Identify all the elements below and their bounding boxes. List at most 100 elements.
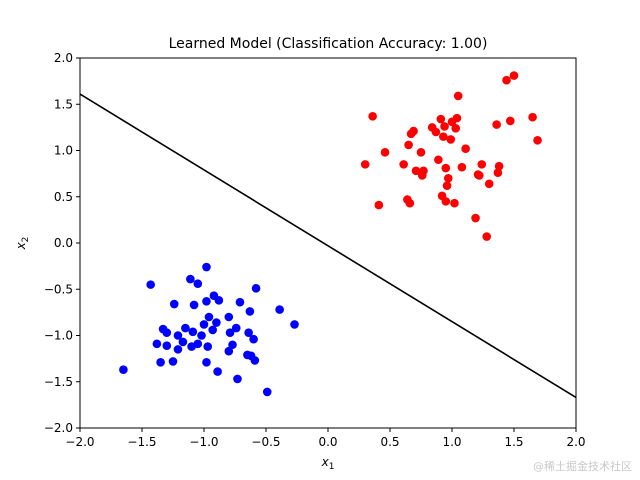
class-negative-point-6 (162, 328, 172, 338)
class-positive-point-41 (494, 161, 504, 171)
class-positive-point-3 (380, 148, 390, 157)
class-positive-point-4 (399, 160, 408, 169)
x-tick-label: −0.5 (251, 435, 280, 449)
class-positive-point-15 (431, 127, 441, 137)
class-positive-point-36 (477, 160, 487, 169)
class-negative-point-0 (119, 365, 128, 375)
class-positive-point-38 (484, 179, 494, 189)
class-negative-point-5 (162, 341, 172, 350)
class-negative-point-20 (199, 320, 209, 329)
class-negative-point-11 (178, 337, 188, 347)
class-negative-point-29 (213, 367, 222, 376)
class-positive-point-13 (419, 166, 428, 176)
class-negative-point-21 (202, 262, 211, 272)
x-tick-label: −1.5 (127, 435, 156, 449)
class-negative-point-28 (212, 318, 221, 327)
class-negative-point-2 (152, 339, 162, 349)
class-negative-point-36 (233, 374, 242, 384)
class-negative-point-25 (204, 312, 214, 322)
class-negative-point-40 (245, 307, 255, 316)
class-negative-point-18 (193, 279, 203, 289)
data-points-layer (119, 71, 542, 397)
class-negative-point-30 (214, 296, 224, 305)
class-positive-point-24 (443, 173, 453, 183)
class-negative-point-22 (202, 358, 211, 367)
class-positive-point-46 (533, 136, 542, 145)
y-axis-ticks: −2.0 −1.5 −1.0 −0.5 0.0 0.5 1.0 1.5 2.0 (44, 51, 80, 435)
x-tick-label: 0.0 (318, 435, 337, 449)
class-negative-point-10 (173, 331, 183, 340)
class-negative-point-23 (202, 296, 211, 306)
class-positive-point-43 (505, 116, 515, 126)
x-tick-label: 1.0 (442, 435, 461, 449)
class-negative-point-26 (208, 325, 217, 335)
class-negative-point-9 (173, 345, 183, 354)
decision-boundary-layer (80, 93, 576, 399)
class-positive-point-32 (461, 144, 470, 153)
class-positive-point-11 (416, 148, 426, 157)
class-positive-point-42 (502, 75, 511, 85)
class-positive-point-27 (450, 198, 459, 208)
class-positive-point-6 (404, 140, 413, 150)
x-tick-label: −1.0 (189, 435, 218, 449)
class-negative-point-16 (189, 300, 199, 310)
class-positive-point-19 (439, 132, 448, 141)
class-negative-point-42 (249, 334, 258, 344)
class-negative-point-12 (181, 323, 190, 333)
class-negative-point-33 (225, 328, 235, 338)
class-negative-point-34 (228, 340, 237, 350)
class-positive-point-10 (411, 166, 421, 176)
class-positive-point-29 (452, 113, 462, 123)
decision-boundary-line (80, 93, 576, 399)
class-positive-point-33 (471, 213, 480, 223)
class-negative-point-39 (244, 328, 253, 338)
y-tick-label: 2.0 (54, 51, 73, 65)
class-negative-point-19 (197, 331, 206, 340)
class-negative-point-37 (235, 297, 245, 307)
x-tick-label: 0.5 (380, 435, 399, 449)
class-positive-point-9 (409, 126, 418, 136)
class-positive-point-2 (374, 200, 384, 210)
class-positive-point-25 (446, 135, 456, 144)
class-positive-point-16 (434, 155, 443, 165)
y-tick-label: −0.5 (44, 282, 73, 296)
class-positive-point-31 (457, 162, 467, 172)
class-negative-point-17 (193, 339, 203, 349)
class-negative-point-13 (186, 274, 195, 284)
class-positive-point-28 (451, 124, 461, 133)
class-positive-point-22 (441, 163, 451, 173)
y-tick-label: 0.5 (54, 190, 73, 204)
y-tick-label: −2.0 (44, 421, 73, 435)
class-negative-point-44 (251, 284, 261, 293)
x-tick-label: −2.0 (65, 435, 94, 449)
class-negative-point-45 (262, 387, 272, 397)
class-positive-point-17 (436, 114, 446, 124)
x-axis-ticks: −2.0 −1.5 −1.0 −0.5 0.0 0.5 1.0 1.5 2.0 (65, 428, 586, 449)
class-positive-point-37 (482, 232, 492, 241)
class-negative-point-24 (203, 342, 213, 351)
class-positive-point-40 (493, 168, 503, 177)
class-positive-point-44 (509, 71, 519, 80)
class-positive-point-23 (442, 181, 452, 190)
class-negative-point-31 (224, 312, 234, 322)
class-positive-point-35 (474, 171, 484, 180)
class-positive-point-30 (453, 91, 463, 101)
class-negative-point-32 (224, 346, 234, 356)
class-positive-point-39 (492, 120, 501, 129)
class-positive-point-21 (441, 197, 451, 206)
plot-area-frame (79, 57, 577, 429)
class-positive-point-20 (440, 122, 449, 131)
class-negative-point-1 (146, 280, 155, 289)
class-positive-point-0 (360, 160, 370, 169)
class-positive-point-45 (528, 112, 537, 122)
class-negative-point-47 (290, 320, 299, 329)
y-tick-label: 0.0 (54, 236, 73, 250)
watermark: @稀土掘金技术社区 (533, 460, 632, 473)
x-axis-label: x1 (321, 455, 335, 472)
class-negative-point-43 (250, 356, 260, 365)
class-negative-point-8 (169, 299, 179, 309)
class-negative-point-3 (156, 358, 165, 367)
class-negative-point-7 (168, 357, 178, 366)
y-tick-label: −1.0 (44, 329, 73, 343)
